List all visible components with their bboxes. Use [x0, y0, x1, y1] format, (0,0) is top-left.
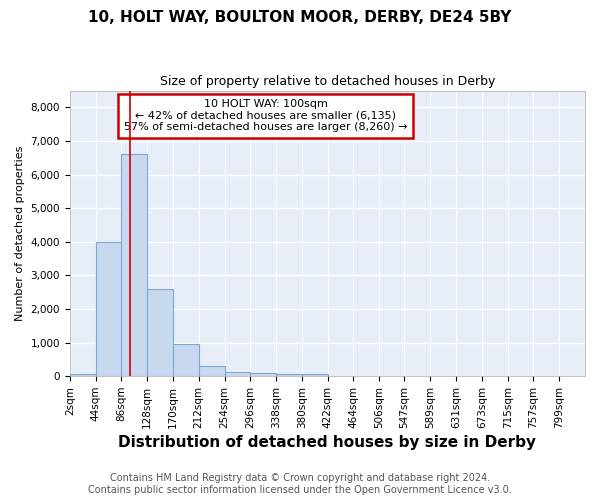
Bar	[250, 373, 276, 376]
X-axis label: Distribution of detached houses by size in Derby: Distribution of detached houses by size …	[118, 435, 536, 450]
Bar	[302, 374, 328, 376]
Text: 10, HOLT WAY, BOULTON MOOR, DERBY, DE24 5BY: 10, HOLT WAY, BOULTON MOOR, DERBY, DE24 …	[88, 10, 512, 25]
Title: Size of property relative to detached houses in Derby: Size of property relative to detached ho…	[160, 75, 495, 88]
Text: 10 HOLT WAY: 100sqm
← 42% of detached houses are smaller (6,135)
57% of semi-det: 10 HOLT WAY: 100sqm ← 42% of detached ho…	[124, 99, 407, 132]
Bar	[95, 242, 121, 376]
Bar	[224, 372, 250, 376]
Bar	[173, 344, 199, 376]
Bar	[199, 366, 224, 376]
Y-axis label: Number of detached properties: Number of detached properties	[15, 146, 25, 321]
Bar	[276, 374, 302, 376]
Bar	[147, 289, 173, 376]
Text: Contains HM Land Registry data © Crown copyright and database right 2024.
Contai: Contains HM Land Registry data © Crown c…	[88, 474, 512, 495]
Bar	[70, 374, 95, 376]
Bar	[121, 154, 147, 376]
